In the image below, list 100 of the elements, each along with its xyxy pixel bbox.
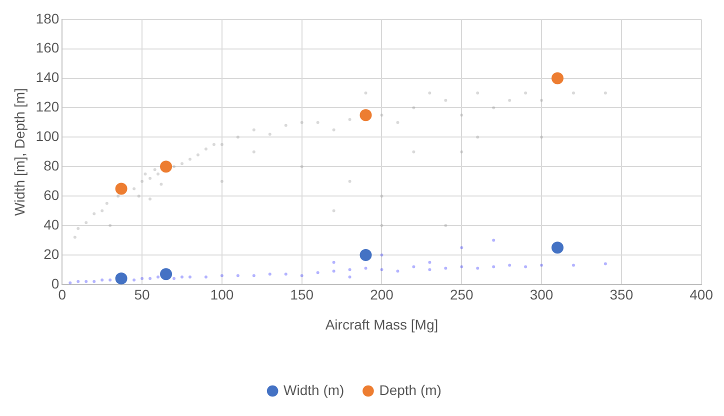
x-tick-label: 100 <box>210 286 234 303</box>
y-tick-label: 120 <box>36 98 60 115</box>
point <box>76 280 80 283</box>
point <box>92 212 96 216</box>
point <box>300 274 304 278</box>
point <box>460 246 464 250</box>
point <box>172 165 176 168</box>
point <box>412 265 416 268</box>
point <box>300 165 304 168</box>
point <box>492 238 496 242</box>
point <box>364 92 368 95</box>
point <box>476 136 480 139</box>
point <box>476 92 480 95</box>
point <box>332 260 336 264</box>
point <box>316 120 320 124</box>
x-tick-label: 350 <box>610 286 634 303</box>
point <box>284 272 288 276</box>
point <box>428 92 432 95</box>
point <box>508 264 512 267</box>
point <box>572 264 575 267</box>
point <box>540 136 544 139</box>
point <box>212 143 216 146</box>
point <box>604 262 607 266</box>
point <box>76 226 80 230</box>
x-tick-label: 250 <box>450 286 474 303</box>
point <box>380 194 384 198</box>
point <box>144 172 147 176</box>
point <box>460 265 464 268</box>
point <box>204 147 208 150</box>
point <box>360 109 372 122</box>
point <box>332 128 336 132</box>
point <box>236 274 240 278</box>
point <box>68 281 72 284</box>
point <box>332 209 336 212</box>
point <box>140 277 144 280</box>
y-tick-label: 180 <box>36 10 60 26</box>
point <box>180 276 184 279</box>
point <box>180 162 184 166</box>
y-tick-label: 40 <box>44 216 60 232</box>
point <box>348 180 352 183</box>
point <box>380 268 384 272</box>
point <box>252 274 256 278</box>
y-tick-label: 0 <box>51 275 60 292</box>
point <box>156 276 160 279</box>
point <box>105 202 108 205</box>
point <box>73 236 76 239</box>
point <box>444 224 448 228</box>
point <box>132 187 136 190</box>
point <box>268 132 272 136</box>
point <box>204 276 208 279</box>
point <box>316 271 320 274</box>
point <box>100 209 104 212</box>
point <box>160 268 172 280</box>
point <box>160 182 163 186</box>
point <box>188 276 192 279</box>
point <box>116 194 120 198</box>
point <box>108 278 112 282</box>
point <box>252 128 256 132</box>
point <box>115 182 128 195</box>
point <box>100 278 104 282</box>
point <box>444 266 448 270</box>
point <box>492 265 496 268</box>
point <box>84 280 88 283</box>
point <box>348 276 352 279</box>
point <box>148 176 152 180</box>
point <box>268 272 272 276</box>
point <box>428 260 432 264</box>
point <box>428 268 432 272</box>
y-tick-label: 20 <box>44 246 60 262</box>
x-tick-label: 400 <box>690 286 714 303</box>
point <box>92 280 96 283</box>
point <box>412 106 416 110</box>
y-tick-label: 80 <box>44 157 60 174</box>
point <box>252 150 256 154</box>
point <box>220 180 224 183</box>
point <box>572 92 575 95</box>
point <box>360 248 372 261</box>
point <box>540 98 544 102</box>
point <box>396 120 400 124</box>
legend-label: Depth (m) <box>379 382 442 398</box>
point <box>380 224 384 228</box>
x-tick-label: 50 <box>134 286 150 303</box>
point <box>524 265 528 268</box>
point <box>137 194 140 198</box>
point <box>220 274 224 278</box>
y-tick-label: 160 <box>36 40 60 56</box>
point <box>524 92 528 95</box>
point <box>540 264 544 267</box>
point <box>552 242 564 254</box>
point <box>140 180 144 183</box>
x-tick-label: 200 <box>370 286 394 303</box>
point <box>236 136 240 139</box>
point <box>188 158 192 161</box>
point <box>284 124 288 127</box>
point <box>108 224 112 228</box>
point <box>380 253 384 256</box>
x-tick-label: 300 <box>530 286 554 303</box>
point <box>332 270 336 273</box>
point <box>148 198 152 201</box>
y-axis-title: Width [m], Depth [m] <box>11 88 28 216</box>
